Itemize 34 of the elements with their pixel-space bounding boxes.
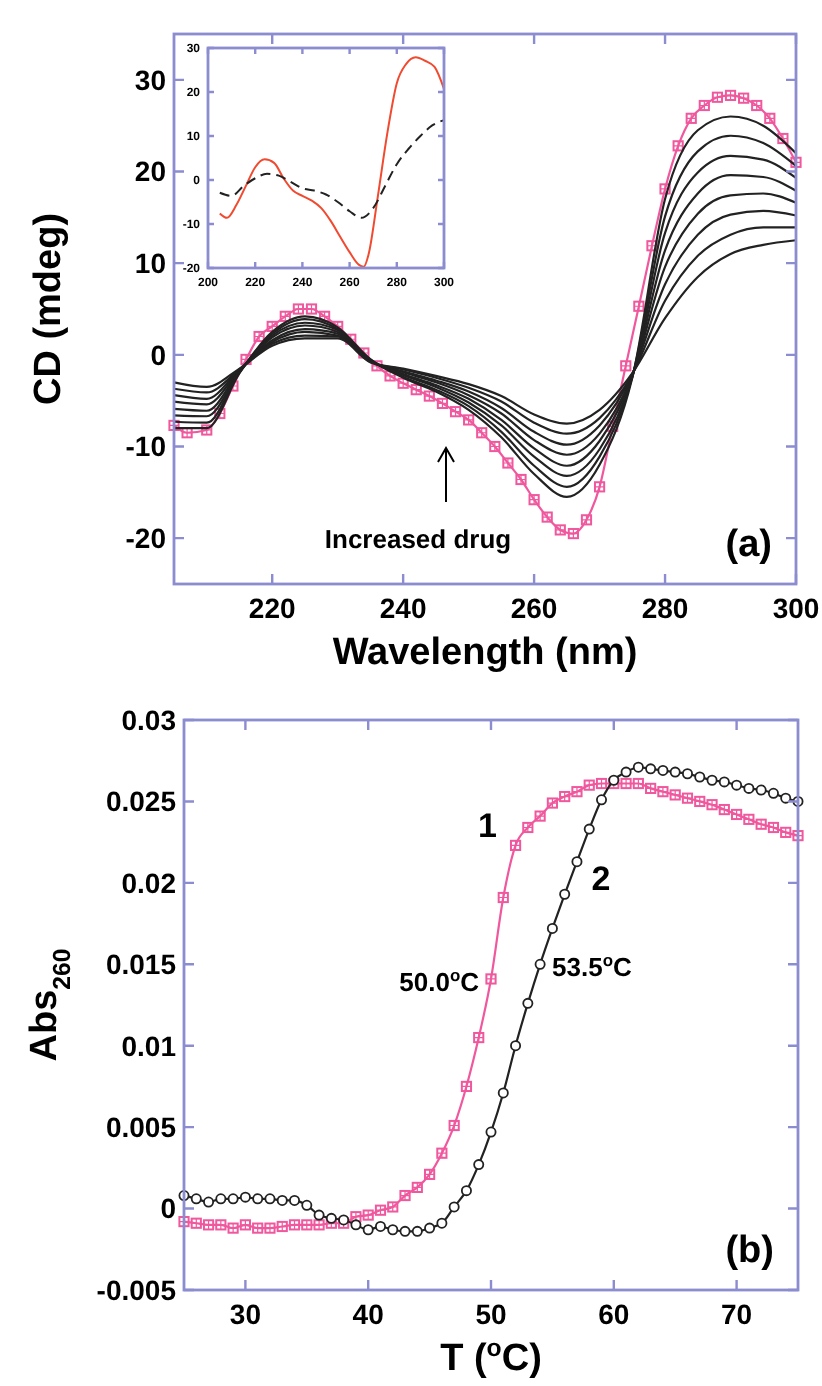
x-tick-label: 240 [379, 592, 427, 624]
x-axis-title: Wavelength (nm) [332, 632, 638, 674]
x-tick-label: 40 [352, 1298, 385, 1330]
annotation: 53.5$^{o}$C [552, 950, 634, 983]
y-tick-label: 10 [134, 246, 167, 279]
y-tick-label: 0.03 [121, 703, 177, 736]
y-tick-label: 0.02 [121, 866, 177, 899]
y-tick-label: -0.005 [96, 1273, 177, 1306]
x-tick-label: 220 [248, 592, 296, 624]
annotation: 50.0$^{o}$C [399, 964, 481, 997]
x-tick-label: 50 [475, 1298, 507, 1330]
y-tick-label: 0.005 [105, 1110, 177, 1143]
x-tick-label: 260 [510, 592, 558, 624]
series-label: 2 [591, 859, 611, 898]
y-tick-label: 0 [150, 338, 167, 371]
series-label: 1 [478, 807, 498, 846]
y-tick-label: -20 [125, 521, 167, 554]
y-axis-title: CD (mdeg) [28, 212, 70, 406]
annotation: (a) [725, 524, 772, 566]
x-axis-title: T ($^{o}$C) [440, 1334, 542, 1380]
y-tick-label: 20 [134, 155, 167, 188]
x-tick-label: 300 [772, 592, 820, 624]
y-tick-label: 0 [160, 1192, 177, 1225]
y-tick-label: 0.025 [105, 785, 177, 818]
x-tick-label: 280 [641, 592, 689, 624]
x-tick-label: 70 [721, 1298, 753, 1330]
y-tick-label: -10 [125, 430, 167, 463]
x-tick-label: 60 [598, 1298, 630, 1330]
annotation: (b) [725, 1230, 774, 1272]
y-tick-label: 0.015 [105, 948, 177, 981]
x-tick-label: 30 [229, 1298, 262, 1330]
y-tick-label: 0.01 [121, 1029, 177, 1062]
annotation: Increased drug [324, 524, 512, 554]
y-tick-label: 30 [134, 63, 167, 96]
